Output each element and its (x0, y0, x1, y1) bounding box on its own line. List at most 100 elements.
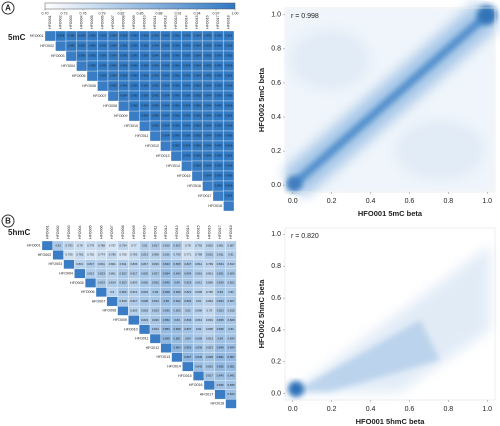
cell-value: 0.817 (87, 262, 94, 266)
cell-value: 0.995 (152, 94, 159, 98)
cell-value: 0.994 (204, 94, 211, 98)
cell-value: 0.829 (174, 308, 181, 312)
density-image (288, 245, 490, 397)
cell-value: 0.995 (183, 44, 190, 48)
diagonal-cell (117, 305, 129, 316)
diagonal-cell (74, 268, 86, 279)
row-label: HFO012 (146, 346, 160, 350)
cell-value: 0.995 (215, 174, 222, 178)
diagonal-cell (223, 200, 235, 212)
colorbar-tick-label: 0.85 (137, 11, 144, 15)
row-label: HFO001 (27, 244, 41, 248)
cell-value: 0.996 (225, 154, 232, 158)
cell-value: 0.995 (215, 134, 222, 138)
column-label: HFO015 (195, 15, 199, 29)
cell-value: 0.996 (173, 44, 180, 48)
cell-value: 0.994 (162, 114, 169, 118)
panel-badge (1, 214, 15, 228)
x-tick-label: 0.6 (405, 406, 415, 413)
cell-value: 0.852 (163, 318, 170, 322)
diagonal-cell (160, 140, 172, 152)
cell-value: 0.995 (194, 164, 201, 168)
cell-value: 0.995 (215, 104, 222, 108)
cell-value: 0.825 (141, 271, 148, 275)
cell-value: 0.819 (152, 262, 159, 266)
row-label: HFO010 (124, 124, 138, 128)
cell-value: 0.799 (206, 262, 213, 266)
cell-value: 0.78 (77, 243, 83, 247)
cell-value: 0.84 (174, 318, 180, 322)
cell-value: 0.995 (141, 34, 148, 38)
cell-value: 0.854 (163, 271, 170, 275)
column-label: HFO012 (164, 15, 168, 29)
cell-value: 0.995 (215, 184, 222, 188)
cell-value: 0.824 (141, 290, 148, 294)
cell-value: 0.994 (204, 134, 211, 138)
cell-value: 0.994 (204, 114, 211, 118)
cell-value: 0.823 (98, 271, 105, 275)
cell-value: 0.996 (215, 54, 222, 58)
cell-value: 0.994 (204, 154, 211, 158)
cell-value: 0.806 (130, 262, 137, 266)
density-ridge (290, 10, 491, 189)
y-tick-label: 0.8 (271, 263, 281, 270)
cell-value: 0.81 (142, 243, 148, 247)
cell-value: 0.995 (173, 124, 180, 128)
cell-value: 0.818 (120, 299, 127, 303)
cell-value: 0.823 (120, 271, 127, 275)
cell-value: 0.995 (225, 34, 232, 38)
cell-value: 0.995 (141, 44, 148, 48)
diagonal-cell (171, 352, 183, 363)
cell-value: 0.823 (152, 308, 159, 312)
cell-value: 0.804 (206, 299, 213, 303)
y-tick-label: 0.0 (271, 182, 281, 189)
cell-value: 0.995 (120, 34, 127, 38)
cell-value: 0.845 (195, 364, 202, 368)
cell-value: 0.994 (204, 104, 211, 108)
cell-value: 0.801 (217, 243, 224, 247)
cell-value: 0.995 (162, 64, 169, 68)
diagonal-cell (170, 150, 182, 162)
column-label: HFO017 (218, 225, 222, 239)
cell-value: 0.842 (174, 299, 181, 303)
cell-value: 0.996 (89, 64, 96, 68)
x-axis-label: HFO001 5mC beta (358, 209, 423, 218)
x-tick-label: 0.0 (288, 198, 298, 205)
cell-value: 0.794 (120, 243, 127, 247)
cell-value: 0.84 (185, 336, 191, 340)
cell-value: 0.998 (57, 34, 64, 38)
cell-value: 0.806 (206, 281, 213, 285)
cell-value: 0.83 (228, 327, 234, 331)
cell-value: 0.995 (173, 134, 180, 138)
column-label: HFO013 (175, 225, 179, 239)
cell-value: 0.849 (163, 281, 170, 285)
column-label: HFO005 (90, 15, 94, 29)
cell-value: 0.995 (173, 114, 180, 118)
column-label: HFO010 (143, 15, 147, 29)
cell-value: 0.994 (152, 64, 159, 68)
column-label: HFO007 (111, 15, 115, 29)
cell-value: 0.994 (204, 164, 211, 168)
cell-value: 0.996 (173, 54, 180, 58)
cell-value: 0.813 (141, 253, 148, 257)
x-tick-label: 1.0 (482, 406, 492, 413)
cell-value: 0.813 (228, 262, 235, 266)
cell-value: 0.851 (228, 364, 235, 368)
cell-value: 0.832 (206, 364, 213, 368)
row-label: HFO007 (92, 299, 106, 303)
cell-value: 0.995 (152, 114, 159, 118)
cell-value: 0.996 (131, 54, 138, 58)
colorbar-tick-label: 0.91 (175, 11, 182, 15)
cell-value: 0.996 (225, 124, 232, 128)
cell-value: 0.995 (225, 44, 232, 48)
cell-value: 0.994 (194, 34, 201, 38)
row-label: HFO005 (72, 74, 86, 78)
cell-value: 0.84 (217, 336, 223, 340)
cell-value: 0.996 (183, 94, 190, 98)
cell-value: 0.864 (174, 346, 181, 350)
column-label: HFO002 (56, 225, 60, 239)
colorbar-tick-label: 0.73 (61, 11, 68, 15)
diagonal-cell (128, 315, 140, 325)
cell-value: 0.801 (109, 271, 116, 275)
cell-value: 0.843 (217, 374, 224, 378)
